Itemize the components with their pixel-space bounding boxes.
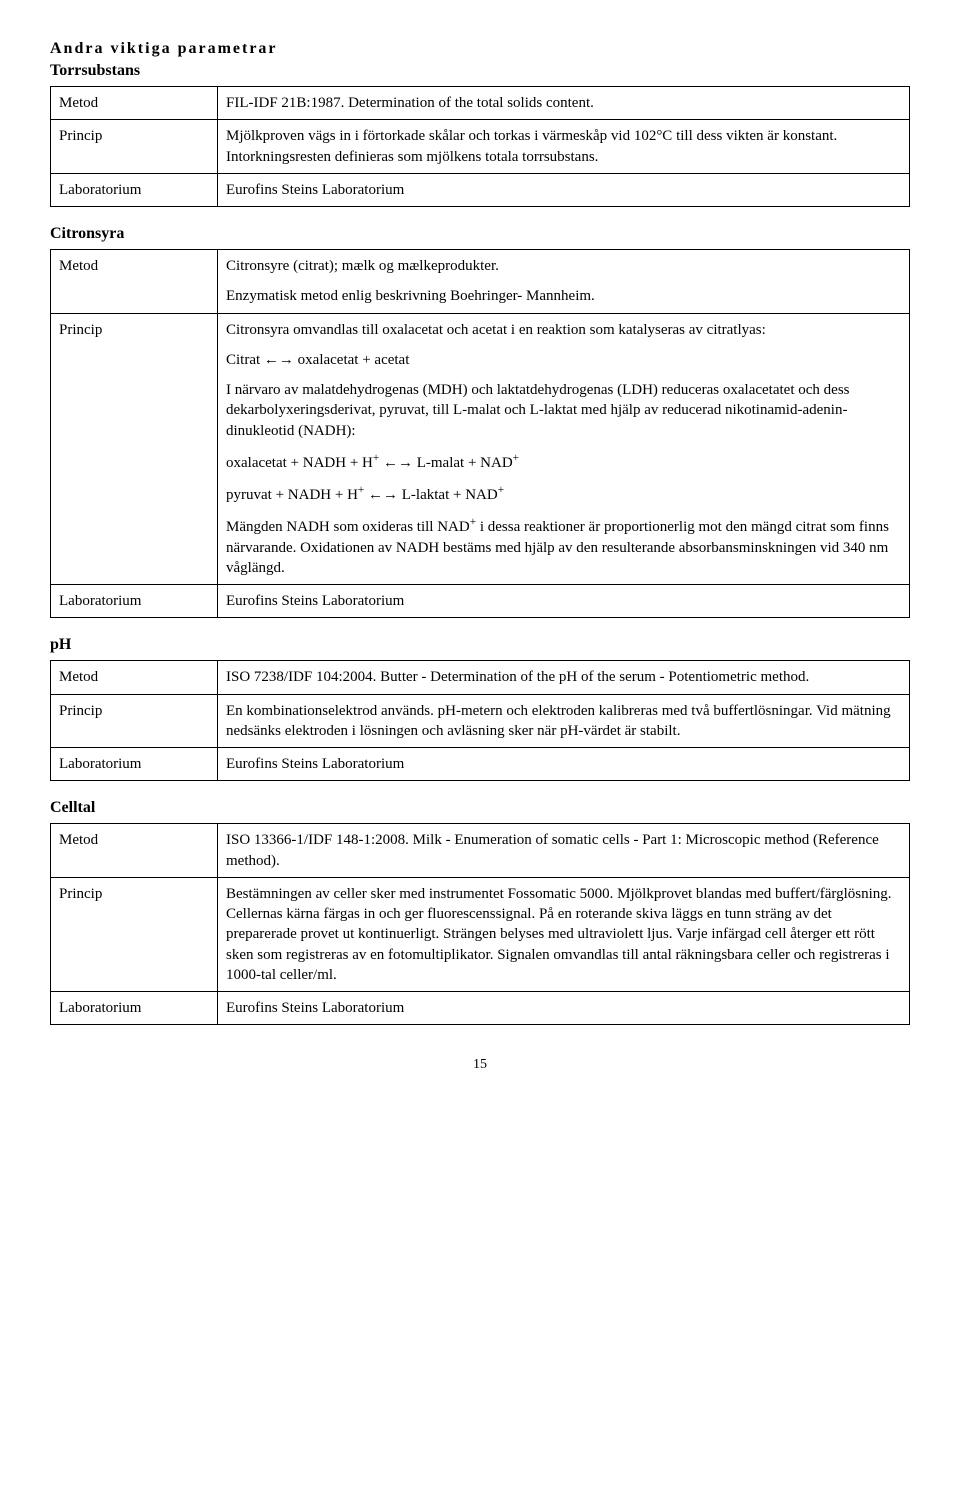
ph-table: Metod ISO 7238/IDF 104:2004. Butter - De…	[50, 660, 910, 781]
label-laboratorium: Laboratorium	[51, 173, 218, 206]
citronsyra-princip-p4: oxalacetat + NADH + H+ ←→ L-malat + NAD+	[226, 451, 901, 473]
label-princip: Princip	[51, 877, 218, 991]
ph-laboratorium: Eurofins Steins Laboratorium	[218, 748, 910, 781]
citronsyra-princip-p1: Citronsyra omvandlas till oxalacetat och…	[226, 320, 901, 340]
citronsyra-princip-p3: I närvaro av malatdehydrogenas (MDH) och…	[226, 380, 901, 441]
section-heading: Andra viktiga parametrar	[50, 40, 910, 58]
ph-metod: ISO 7238/IDF 104:2004. Butter - Determin…	[218, 661, 910, 694]
celltal-metod: ISO 13366-1/IDF 148-1:2008. Milk - Enume…	[218, 824, 910, 878]
label-princip: Princip	[51, 313, 218, 585]
label-laboratorium: Laboratorium	[51, 748, 218, 781]
citronsyra-princip-p6: Mängden NADH som oxideras till NAD+ i de…	[226, 515, 901, 578]
citronsyra-laboratorium: Eurofins Steins Laboratorium	[218, 585, 910, 618]
citronsyra-metod: Citronsyre (citrat); mælk og mælkeproduk…	[218, 250, 910, 314]
label-laboratorium: Laboratorium	[51, 585, 218, 618]
torrsubstans-laboratorium: Eurofins Steins Laboratorium	[218, 173, 910, 206]
citronsyra-princip-p2: Citrat ←→ oxalacetat + acetat	[226, 350, 901, 370]
celltal-table: Metod ISO 13366-1/IDF 148-1:2008. Milk -…	[50, 823, 910, 1025]
page-number: 15	[50, 1057, 910, 1073]
label-laboratorium: Laboratorium	[51, 992, 218, 1025]
torrsubstans-title: Torrsubstans	[50, 62, 910, 80]
citronsyra-metod-p1: Citronsyre (citrat); mælk og mælkeproduk…	[226, 256, 901, 276]
label-princip: Princip	[51, 694, 218, 748]
citronsyra-title: Citronsyra	[50, 225, 910, 243]
citronsyra-metod-p2: Enzymatisk metod enlig beskrivning Boehr…	[226, 286, 901, 306]
ph-title: pH	[50, 636, 910, 654]
citronsyra-princip: Citronsyra omvandlas till oxalacetat och…	[218, 313, 910, 585]
celltal-title: Celltal	[50, 799, 910, 817]
celltal-laboratorium: Eurofins Steins Laboratorium	[218, 992, 910, 1025]
ph-princip: En kombinationselektrod används. pH-mete…	[218, 694, 910, 748]
citronsyra-princip-p5: pyruvat + NADH + H+ ←→ L-laktat + NAD+	[226, 483, 901, 505]
celltal-princip: Bestämningen av celler sker med instrume…	[218, 877, 910, 991]
torrsubstans-table: Metod FIL-IDF 21B:1987. Determination of…	[50, 86, 910, 207]
label-metod: Metod	[51, 824, 218, 878]
label-princip: Princip	[51, 120, 218, 174]
label-metod: Metod	[51, 661, 218, 694]
torrsubstans-metod: FIL-IDF 21B:1987. Determination of the t…	[218, 87, 910, 120]
torrsubstans-princip: Mjölkproven vägs in i förtorkade skålar …	[218, 120, 910, 174]
citronsyra-table: Metod Citronsyre (citrat); mælk og mælke…	[50, 249, 910, 618]
label-metod: Metod	[51, 87, 218, 120]
label-metod: Metod	[51, 250, 218, 314]
